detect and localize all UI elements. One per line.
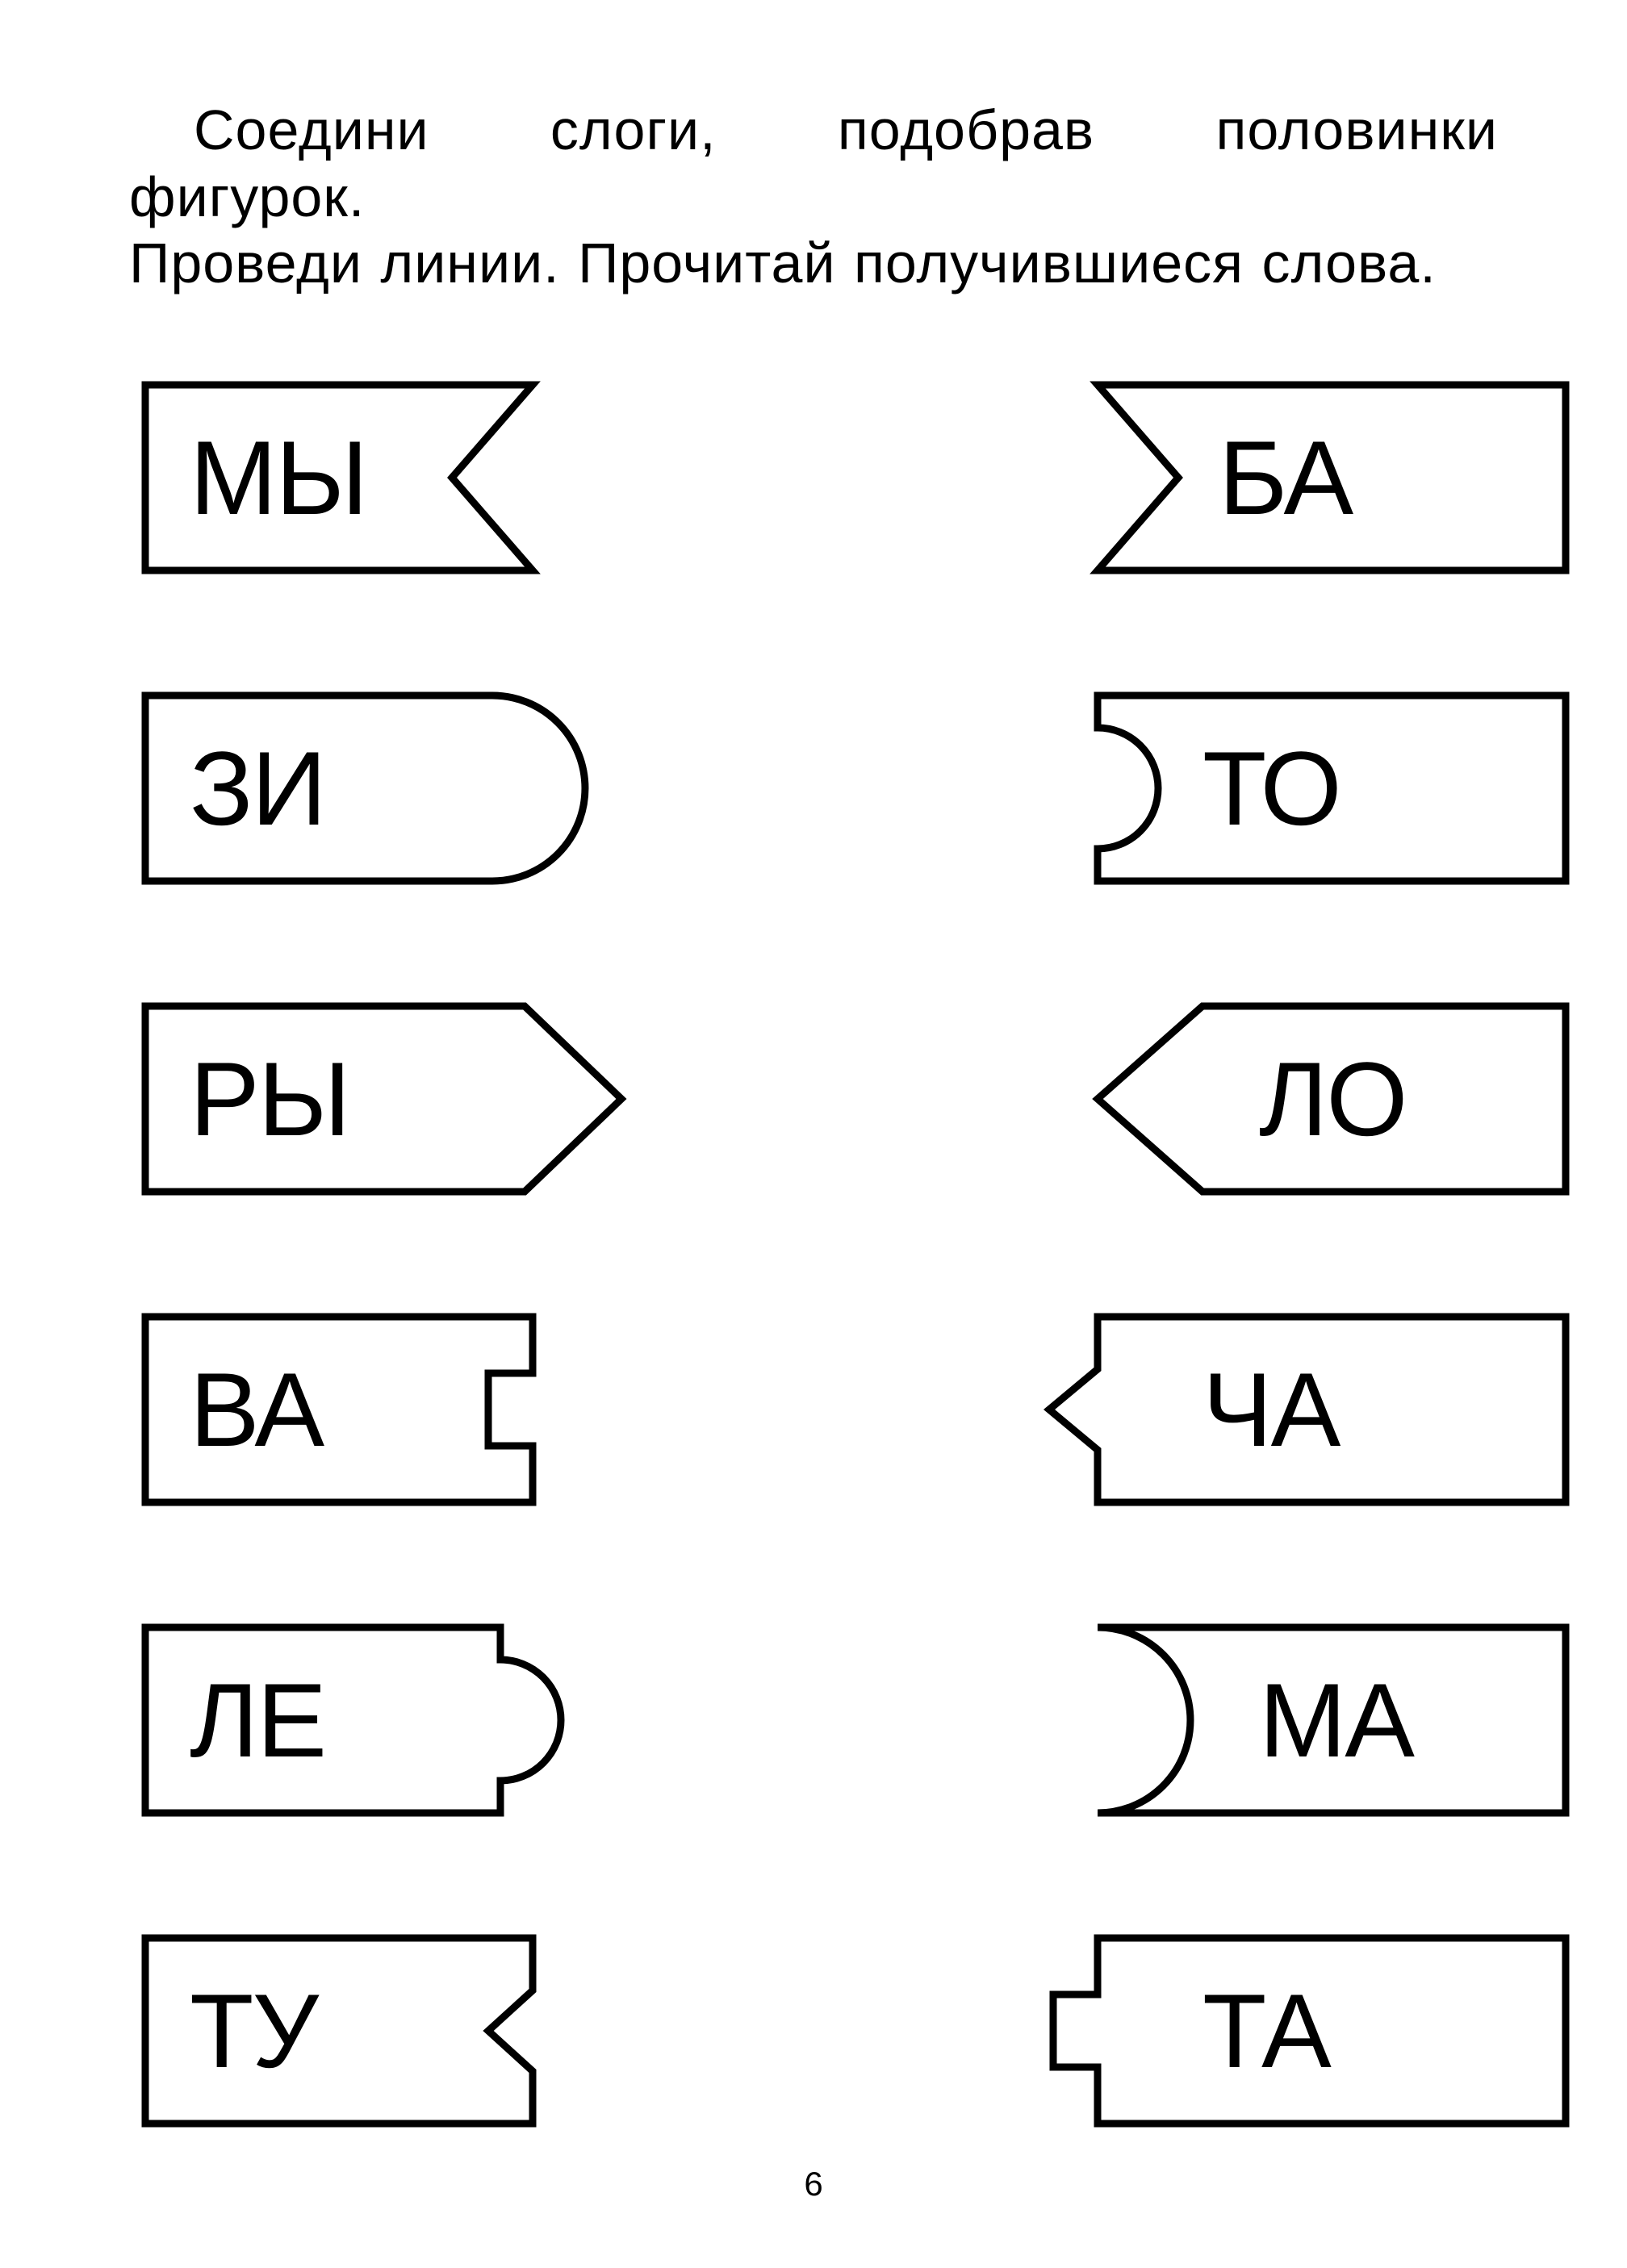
syllable-text: ТУ xyxy=(190,1972,320,2090)
syllable-text: РЫ xyxy=(190,1040,349,1158)
puzzle-piece-left-2: РЫ xyxy=(129,999,726,1199)
page-number: 6 xyxy=(0,2165,1627,2203)
puzzle-piece-left-1: ЗИ xyxy=(129,688,726,888)
puzzle-piece-right-3: ЧА xyxy=(1017,1309,1614,1510)
syllable-text: ЧА xyxy=(1202,1351,1341,1468)
puzzle-piece-right-1: ТО xyxy=(1017,688,1614,888)
puzzle-piece-right-2: ЛО xyxy=(1017,999,1614,1199)
syllable-text: ЛО xyxy=(1259,1040,1406,1158)
instruction-line-1: Соедини слоги, подобрав половинки фигуро… xyxy=(129,97,1498,230)
puzzle-piece-right-5: ТА xyxy=(1017,1931,1614,2131)
syllable-text: ТА xyxy=(1202,1972,1332,2090)
puzzle-piece-left-4: ЛЕ xyxy=(129,1620,726,1820)
syllable-text: ВА xyxy=(190,1351,324,1468)
puzzle-piece-left-5: ТУ xyxy=(129,1931,726,2131)
syllable-text: МА xyxy=(1259,1661,1415,1779)
syllable-text: БА xyxy=(1219,419,1353,537)
puzzle-area: МЫ ЗИ РЫ ВА ЛЕ ТУ БА ТО xyxy=(113,345,1514,2185)
puzzle-piece-left-0: МЫ xyxy=(129,378,726,578)
puzzle-piece-left-3: ВА xyxy=(129,1309,726,1510)
syllable-text: ЗИ xyxy=(190,729,325,847)
syllable-text: ТО xyxy=(1202,729,1340,847)
puzzle-piece-right-0: БА xyxy=(1017,378,1614,578)
page: Соедини слоги, подобрав половинки фигуро… xyxy=(0,0,1627,2268)
instruction-text: Соедини слоги, подобрав половинки фигуро… xyxy=(129,97,1498,297)
instruction-line-2: Проведи линии. Прочитай получившиеся сло… xyxy=(129,230,1498,297)
syllable-text: ЛЕ xyxy=(190,1661,325,1779)
syllable-text: МЫ xyxy=(190,419,366,537)
puzzle-piece-right-4: МА xyxy=(1017,1620,1614,1820)
